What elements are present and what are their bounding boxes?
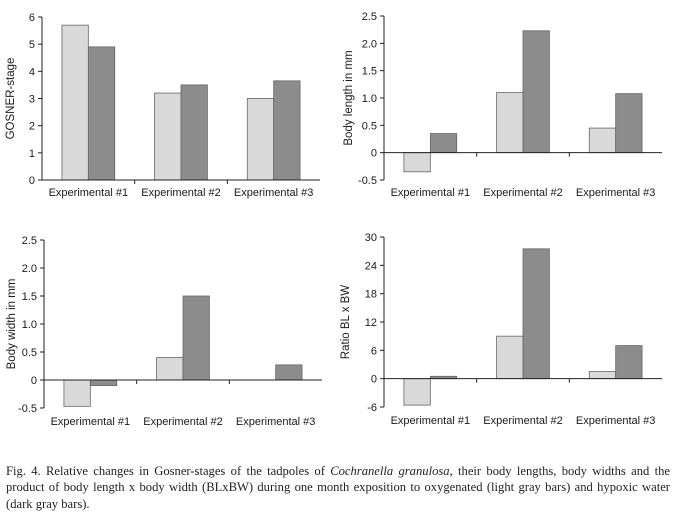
y-tick-label: 1.0 [22, 319, 37, 331]
bar-light-3 [246, 98, 275, 181]
y-tick-label: 0.5 [22, 347, 37, 359]
caption-suffix: , their body lengths, body widths and th… [6, 463, 671, 511]
y-tick-label: 2 [29, 121, 35, 133]
x-tick-label: Experimental #3 [236, 416, 316, 428]
bar-light-1 [61, 24, 89, 181]
bar-dark-1 [429, 133, 458, 154]
y-tick-label: -6 [367, 402, 377, 414]
chart-panel-2: Experimental #1 Experimental #2 Experiment… [343, 11, 662, 199]
bar-light-2 [156, 357, 184, 381]
y-tick-label: 4 [29, 66, 35, 78]
y-axis-title: Ratio BL x BW [340, 285, 352, 359]
bar-light-3 [588, 371, 617, 380]
y-tick-label: 0 [29, 175, 35, 187]
bar-light-3 [588, 127, 617, 154]
bar-light-1 [403, 152, 431, 173]
x-tick-label: Experimental #1 [49, 187, 129, 199]
y-tick-label: 1.5 [362, 66, 377, 78]
y-tick-label: -0.5 [358, 175, 377, 187]
y-tick-label: 12 [365, 317, 377, 329]
y-tick-label: 1.5 [22, 291, 37, 303]
y-tick-label: 24 [365, 260, 377, 272]
y-tick-label: 2.0 [22, 263, 37, 275]
y-axis-title: Body length in mm [343, 50, 355, 145]
x-tick-label: Experimental #1 [391, 415, 471, 427]
x-tick-label: Experimental #3 [234, 187, 314, 199]
y-tick-label: 0 [371, 148, 377, 160]
y-tick-label: 30 [365, 232, 377, 244]
y-tick-label: 0 [31, 375, 37, 387]
y-axis-title: GOSNER-stage [5, 58, 17, 140]
bar-dark-3 [615, 93, 643, 154]
y-tick-label: 0.5 [362, 120, 377, 132]
bar-light-2 [496, 92, 524, 154]
y-tick-label: 2.5 [22, 235, 37, 247]
y-tick-label: 3 [29, 94, 35, 106]
chart-panel-1: Experimental #1 Experimental #2 Experiment… [5, 12, 320, 199]
chart-panel-4: Experimental #1 Experimental #2 Experiment… [340, 232, 662, 427]
x-tick-label: Experimental #2 [143, 416, 223, 428]
y-tick-label: 1.0 [362, 93, 377, 105]
chart-panel-3: Experimental #1 Experimental #2 Experiment… [6, 235, 322, 428]
bar-dark-3 [615, 345, 643, 380]
x-tick-label: Experimental #2 [483, 415, 563, 427]
bar-dark-1 [87, 46, 116, 181]
bar-dark-2 [522, 248, 550, 380]
y-axis-title: Body width in mm [6, 279, 18, 370]
y-tick-label: 1 [29, 148, 35, 160]
bar-light-1 [403, 378, 431, 406]
bar-dark-3 [273, 80, 301, 181]
caption-species: Cochranella granulosa [330, 463, 450, 478]
bar-dark-3 [275, 364, 303, 381]
bar-light-1 [63, 379, 91, 407]
bar-dark-2 [182, 295, 210, 381]
figure-caption: Fig. 4. Relative changes in Gosner-stage… [6, 463, 670, 512]
bar-light-2 [154, 92, 182, 181]
bar-dark-1 [89, 379, 118, 386]
x-tick-label: Experimental #1 [51, 416, 131, 428]
y-tick-label: 2.0 [362, 38, 377, 50]
y-tick-label: 18 [365, 289, 377, 301]
bar-light-2 [496, 335, 524, 380]
bar-dark-2 [522, 30, 550, 154]
y-tick-label: 6 [371, 345, 377, 357]
y-tick-label: -0.5 [18, 403, 37, 415]
y-tick-label: 5 [29, 39, 35, 51]
y-tick-label: 0 [371, 374, 377, 386]
x-tick-label: Experimental #3 [576, 187, 656, 199]
x-tick-label: Experimental #3 [576, 415, 656, 427]
y-tick-label: 6 [29, 12, 35, 24]
y-tick-label: 2.5 [362, 11, 377, 23]
x-tick-label: Experimental #1 [391, 187, 471, 199]
bar-dark-2 [180, 84, 208, 181]
figure-panels: Experimental #1 Experimental #2 Experiment… [5, 11, 662, 428]
x-tick-label: Experimental #2 [141, 187, 221, 199]
caption-prefix: Fig. 4. Relative changes in Gosner-stage… [6, 463, 331, 478]
x-tick-label: Experimental #2 [483, 187, 563, 199]
